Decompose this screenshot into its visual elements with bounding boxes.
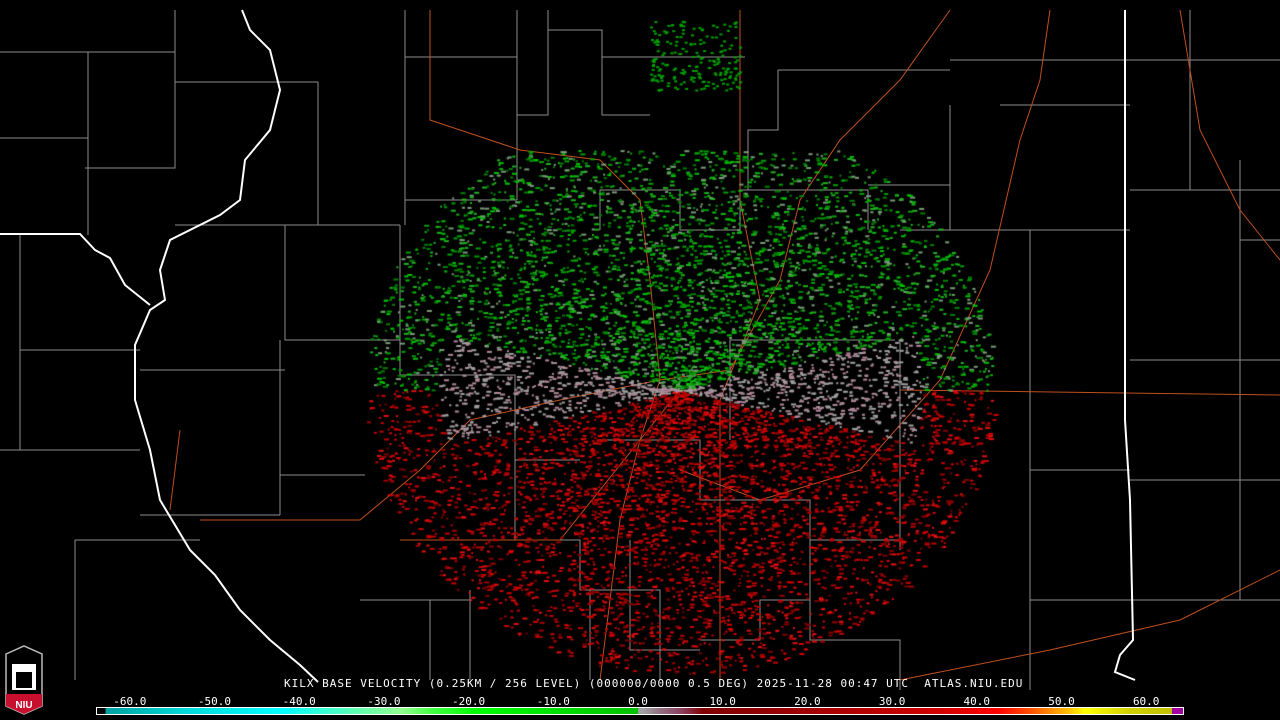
product-caption: KILX BASE VELOCITY (0.25KM / 256 LEVEL) …	[284, 677, 1024, 690]
colorbar-tick-label: -30.0	[367, 695, 401, 708]
niu-logo: NIU	[5, 645, 43, 715]
colorbar-tick-label: -50.0	[197, 695, 232, 708]
colorbar-tick-label: -40.0	[282, 695, 316, 708]
colorbar-tick-label: -20.0	[452, 695, 486, 708]
velocity-colorbar-positive	[638, 707, 1184, 715]
colorbar-tick-label: 50.0	[1048, 695, 1075, 708]
colorbar-tick-label: 60.0	[1132, 695, 1160, 708]
colorbar-tick-label: 10.0	[709, 695, 736, 708]
colorbar-tick-label: -10.0	[536, 695, 570, 708]
colorbar-tick-label: -60.0	[113, 695, 147, 708]
logo-text: NIU	[15, 700, 32, 711]
colorbar-tick-label: 40.0	[963, 695, 991, 708]
colorbar-tick-label: 0.0	[628, 695, 648, 708]
colorbar-tick-label: 30.0	[878, 695, 906, 708]
colorbar-tick-label: 20.0	[794, 695, 821, 708]
